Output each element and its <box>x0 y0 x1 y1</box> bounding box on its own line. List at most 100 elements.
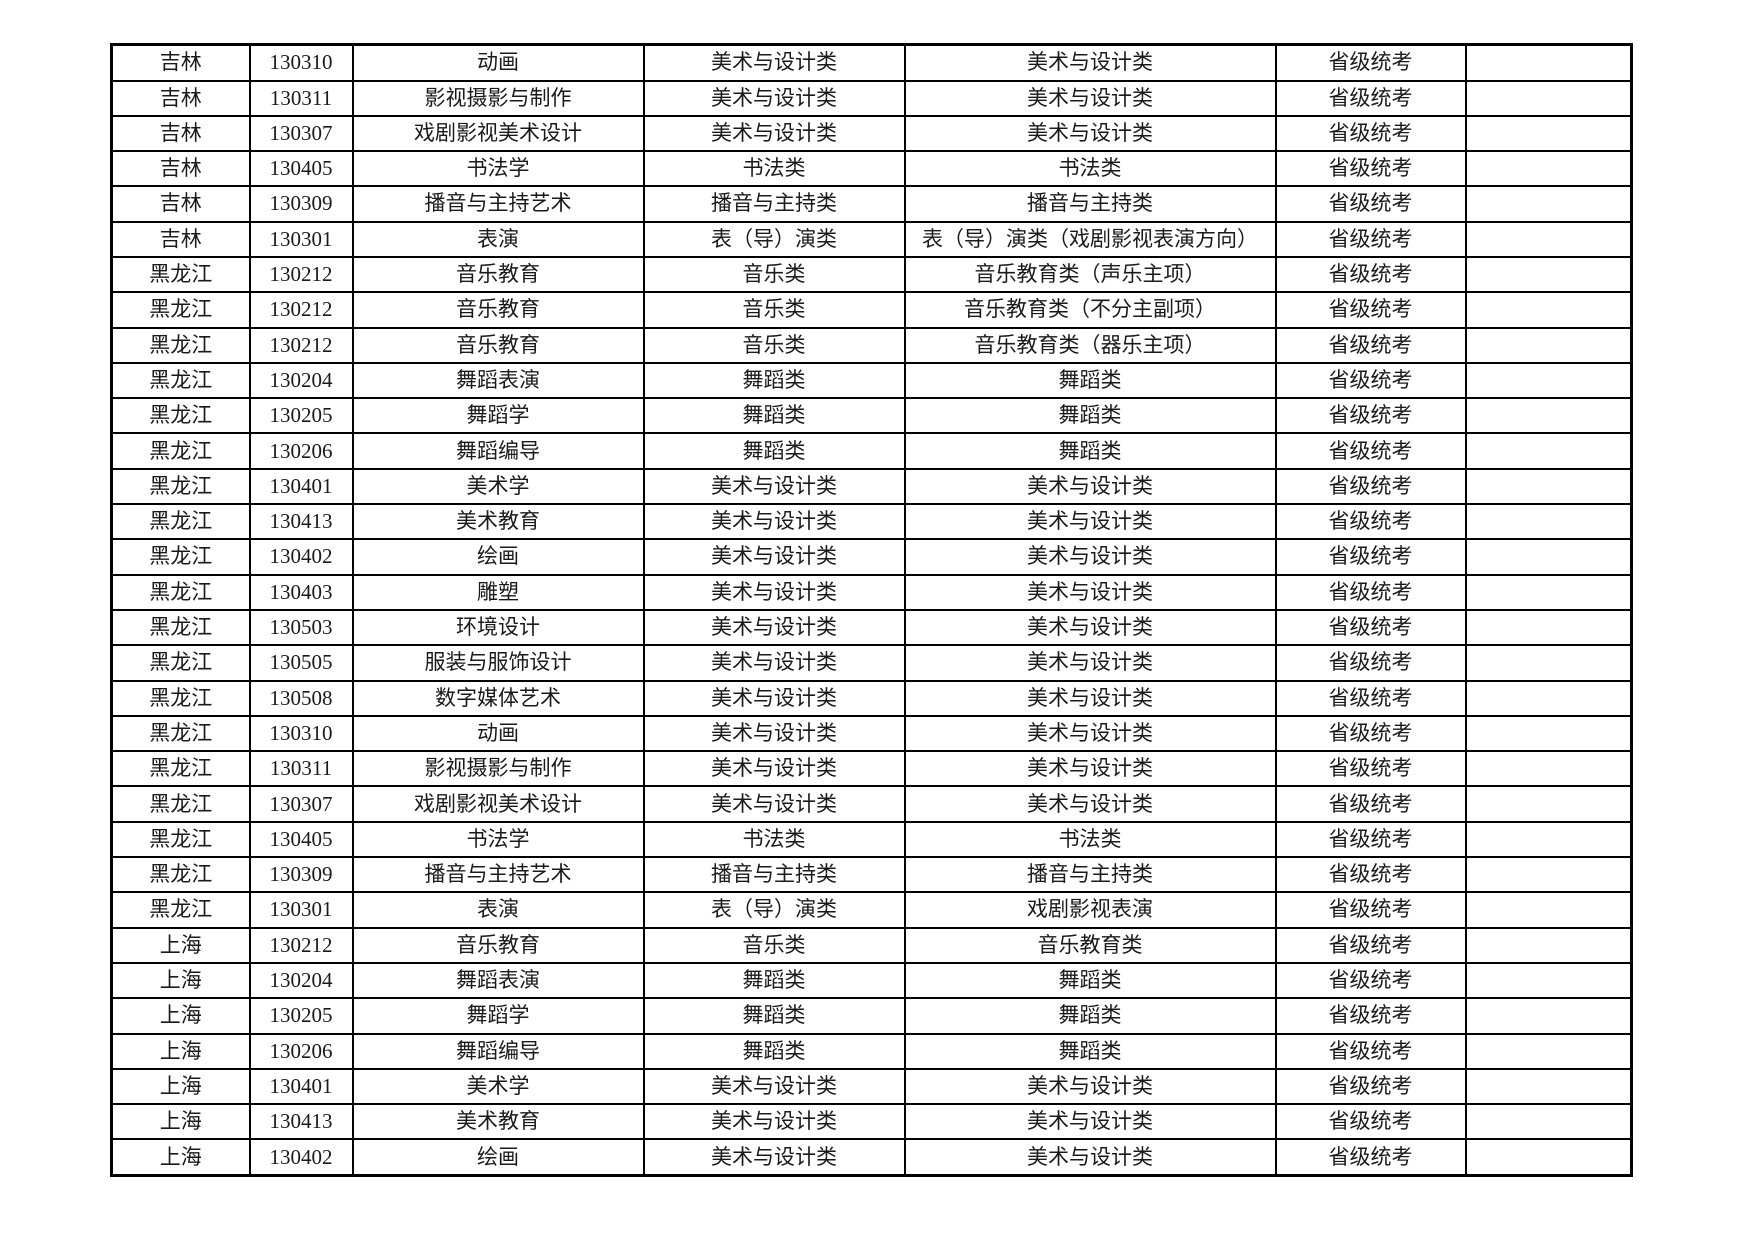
cell-exam-type: 省级统考 <box>1274 538 1467 576</box>
cell-note <box>1464 891 1633 929</box>
cell-major-name: 影视摄影与制作 <box>351 750 645 788</box>
table-row: 上海 130205 舞蹈学 舞蹈类 舞蹈类 省级统考 <box>110 997 1633 1035</box>
cell-note <box>1464 573 1633 611</box>
table-row: 黑龙江 130301 表演 表（导）演类 戏剧影视表演 省级统考 <box>110 891 1633 929</box>
cell-note <box>1464 255 1633 294</box>
cell-note <box>1464 114 1633 153</box>
cell-subcategory: 美术与设计类 <box>903 608 1277 647</box>
cell-subcategory: 美术与设计类 <box>903 467 1277 506</box>
cell-major-code: 130403 <box>248 573 354 611</box>
cell-exam-type: 省级统考 <box>1274 79 1467 117</box>
cell-category: 美术与设计类 <box>642 714 906 753</box>
cell-subcategory: 美术与设计类 <box>903 79 1277 117</box>
cell-province: 上海 <box>110 1067 251 1106</box>
cell-note <box>1464 856 1633 894</box>
cell-note <box>1464 185 1633 223</box>
cell-exam-type: 省级统考 <box>1274 785 1467 823</box>
cell-category: 美术与设计类 <box>642 43 906 82</box>
cell-major-code: 130212 <box>248 326 354 364</box>
cell-note <box>1464 291 1633 329</box>
cell-province: 吉林 <box>110 43 251 82</box>
cell-exam-type: 省级统考 <box>1274 1067 1467 1106</box>
table-row: 上海 130401 美术学 美术与设计类 美术与设计类 省级统考 <box>110 1067 1633 1106</box>
table-row: 黑龙江 130503 环境设计 美术与设计类 美术与设计类 省级统考 <box>110 608 1633 647</box>
cell-category: 音乐类 <box>642 291 906 329</box>
cell-category: 表（导）演类 <box>642 891 906 929</box>
cell-note <box>1464 220 1633 258</box>
cell-major-name: 戏剧影视美术设计 <box>351 785 645 823</box>
cell-major-code: 130310 <box>248 43 354 82</box>
cell-major-code: 130405 <box>248 820 354 859</box>
cell-category: 美术与设计类 <box>642 573 906 611</box>
cell-note <box>1464 503 1633 541</box>
table-row: 黑龙江 130212 音乐教育 音乐类 音乐教育类（声乐主项） 省级统考 <box>110 255 1633 294</box>
cell-province: 黑龙江 <box>110 856 251 894</box>
cell-exam-type: 省级统考 <box>1274 926 1467 964</box>
table-row: 黑龙江 130206 舞蹈编导 舞蹈类 舞蹈类 省级统考 <box>110 432 1633 470</box>
cell-province: 黑龙江 <box>110 467 251 506</box>
cell-major-code: 130205 <box>248 397 354 435</box>
cell-category: 美术与设计类 <box>642 503 906 541</box>
cell-subcategory: 舞蹈类 <box>903 432 1277 470</box>
cell-major-name: 影视摄影与制作 <box>351 79 645 117</box>
table-row: 黑龙江 130401 美术学 美术与设计类 美术与设计类 省级统考 <box>110 467 1633 506</box>
cell-category: 书法类 <box>642 820 906 859</box>
cell-category: 舞蹈类 <box>642 361 906 400</box>
cell-exam-type: 省级统考 <box>1274 644 1467 682</box>
table-row: 黑龙江 130309 播音与主持艺术 播音与主持类 播音与主持类 省级统考 <box>110 856 1633 894</box>
cell-note <box>1464 961 1633 1000</box>
cell-major-code: 130310 <box>248 714 354 753</box>
cell-subcategory: 美术与设计类 <box>903 1103 1277 1141</box>
cell-province: 黑龙江 <box>110 432 251 470</box>
cell-province: 黑龙江 <box>110 608 251 647</box>
cell-note <box>1464 432 1633 470</box>
cell-major-code: 130212 <box>248 926 354 964</box>
cell-province: 上海 <box>110 961 251 1000</box>
cell-major-name: 播音与主持艺术 <box>351 856 645 894</box>
cell-subcategory: 书法类 <box>903 820 1277 859</box>
cell-province: 黑龙江 <box>110 538 251 576</box>
cell-major-code: 130309 <box>248 856 354 894</box>
cell-category: 美术与设计类 <box>642 114 906 153</box>
table-row: 黑龙江 130311 影视摄影与制作 美术与设计类 美术与设计类 省级统考 <box>110 750 1633 788</box>
cell-subcategory: 书法类 <box>903 150 1277 188</box>
cell-exam-type: 省级统考 <box>1274 856 1467 894</box>
cell-major-code: 130503 <box>248 608 354 647</box>
cell-category: 舞蹈类 <box>642 397 906 435</box>
cell-note <box>1464 326 1633 364</box>
table-row: 吉林 130405 书法学 书法类 书法类 省级统考 <box>110 150 1633 188</box>
table-row: 黑龙江 130402 绘画 美术与设计类 美术与设计类 省级统考 <box>110 538 1633 576</box>
cell-subcategory: 美术与设计类 <box>903 1138 1277 1177</box>
cell-province: 吉林 <box>110 79 251 117</box>
cell-major-code: 130402 <box>248 1138 354 1177</box>
cell-major-name: 绘画 <box>351 538 645 576</box>
cell-category: 美术与设计类 <box>642 467 906 506</box>
cell-category: 美术与设计类 <box>642 750 906 788</box>
cell-subcategory: 美术与设计类 <box>903 538 1277 576</box>
cell-major-name: 环境设计 <box>351 608 645 647</box>
cell-major-name: 舞蹈编导 <box>351 432 645 470</box>
cell-note <box>1464 361 1633 400</box>
cell-note <box>1464 1067 1633 1106</box>
cell-major-name: 绘画 <box>351 1138 645 1177</box>
cell-major-code: 130301 <box>248 891 354 929</box>
table-body: 吉林 130310 动画 美术与设计类 美术与设计类 省级统考 吉林 13031… <box>110 43 1633 1177</box>
cell-major-code: 130309 <box>248 185 354 223</box>
cell-major-code: 130413 <box>248 1103 354 1141</box>
cell-major-code: 130307 <box>248 114 354 153</box>
table-row: 黑龙江 130508 数字媒体艺术 美术与设计类 美术与设计类 省级统考 <box>110 679 1633 717</box>
cell-province: 黑龙江 <box>110 714 251 753</box>
table-row: 上海 130204 舞蹈表演 舞蹈类 舞蹈类 省级统考 <box>110 961 1633 1000</box>
cell-category: 美术与设计类 <box>642 1103 906 1141</box>
cell-province: 上海 <box>110 997 251 1035</box>
cell-major-code: 130212 <box>248 255 354 294</box>
cell-major-code: 130402 <box>248 538 354 576</box>
cell-subcategory: 播音与主持类 <box>903 185 1277 223</box>
cell-province: 黑龙江 <box>110 326 251 364</box>
cell-subcategory: 舞蹈类 <box>903 997 1277 1035</box>
table-row: 黑龙江 130405 书法学 书法类 书法类 省级统考 <box>110 820 1633 859</box>
cell-exam-type: 省级统考 <box>1274 961 1467 1000</box>
table-row: 上海 130206 舞蹈编导 舞蹈类 舞蹈类 省级统考 <box>110 1032 1633 1070</box>
cell-category: 音乐类 <box>642 255 906 294</box>
